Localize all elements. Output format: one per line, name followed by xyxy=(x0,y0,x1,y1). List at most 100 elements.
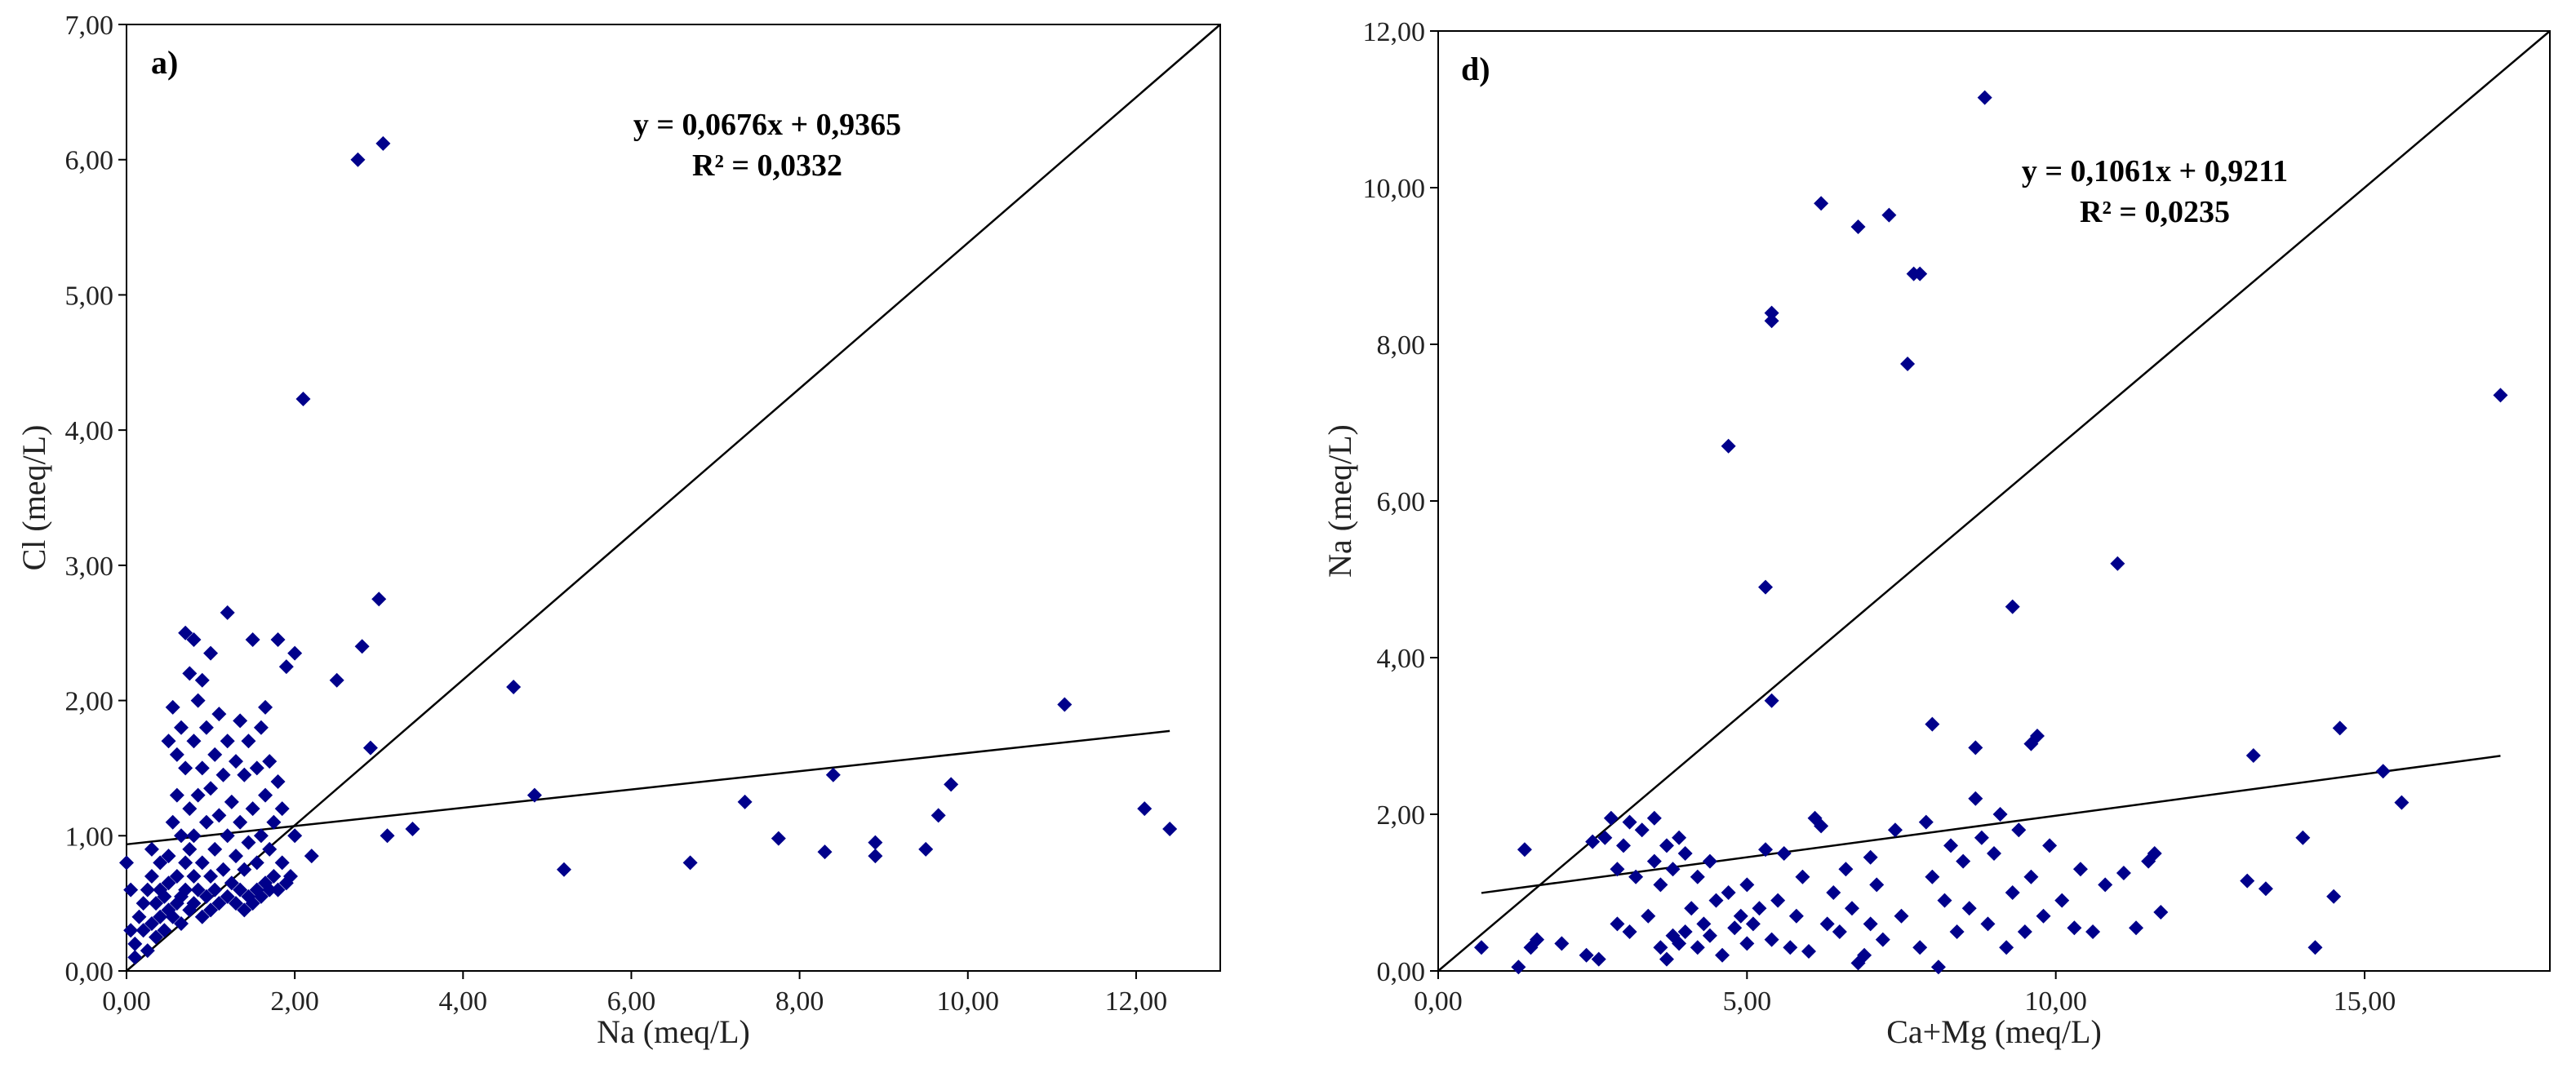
data-point xyxy=(1770,893,1786,908)
x-tick-label: 5,00 xyxy=(1723,986,1772,1017)
data-point xyxy=(1473,940,1489,955)
data-point xyxy=(203,869,219,884)
data-point xyxy=(270,632,286,647)
data-point xyxy=(2307,940,2323,955)
x-tick-label: 4,00 xyxy=(439,986,488,1017)
data-point xyxy=(2017,924,2032,939)
data-point xyxy=(1977,90,1992,105)
data-point xyxy=(1702,928,1717,943)
data-point xyxy=(174,720,189,735)
data-point xyxy=(2005,599,2020,614)
data-point xyxy=(2332,720,2347,736)
data-point xyxy=(1702,853,1717,869)
data-point xyxy=(229,849,243,864)
data-point xyxy=(2023,869,2039,884)
data-point xyxy=(262,841,278,857)
data-point xyxy=(1814,196,1829,211)
y-tick-label: 4,00 xyxy=(1377,644,1426,674)
data-point xyxy=(135,923,151,938)
data-point xyxy=(1783,940,1798,955)
data-point xyxy=(161,849,176,864)
data-point xyxy=(930,808,946,823)
data-point xyxy=(1974,830,1989,845)
data-point xyxy=(329,672,344,688)
data-point xyxy=(1745,916,1761,932)
data-point xyxy=(278,659,294,675)
data-point xyxy=(1992,807,2008,822)
y-axis-title: Na (meq/L) xyxy=(1321,424,1358,578)
x-tick-label: 6,00 xyxy=(607,986,656,1017)
data-point xyxy=(557,862,571,877)
data-point xyxy=(817,844,833,860)
data-point xyxy=(2394,795,2409,810)
regression-equation: y = 0,1061x + 0,9211 xyxy=(2022,154,2288,188)
data-point xyxy=(241,835,256,850)
data-point xyxy=(1925,716,1940,732)
data-point xyxy=(918,841,934,857)
data-point xyxy=(186,828,202,844)
x-axis-title: Ca+Mg (meq/L) xyxy=(1886,1013,2102,1050)
data-point xyxy=(287,828,303,844)
data-point xyxy=(1677,924,1693,939)
data-point xyxy=(1943,838,1959,853)
data-point xyxy=(131,909,147,924)
data-point xyxy=(182,841,198,857)
data-point xyxy=(123,882,139,898)
data-point xyxy=(266,814,282,830)
data-point xyxy=(1918,814,1934,830)
data-point xyxy=(245,896,260,911)
data-point xyxy=(1739,936,1755,951)
chart-panel-a: 0,00 2,00 4,00 6,00 8,00 10,00 12,00 0,00 1,00 2,… xyxy=(16,11,1221,1050)
data-point xyxy=(1850,219,1866,234)
data-point xyxy=(149,896,164,911)
data-point xyxy=(194,909,210,924)
data-point xyxy=(1912,940,1928,955)
data-point xyxy=(1162,822,1178,836)
data-point xyxy=(1894,908,1909,924)
data-point xyxy=(2153,905,2169,920)
data-point xyxy=(157,923,172,938)
trendline xyxy=(1481,755,2501,894)
data-point xyxy=(1684,901,1699,916)
data-point xyxy=(1814,818,1829,834)
data-point xyxy=(1764,313,1779,329)
data-point xyxy=(144,841,159,857)
y-tick-label: 7,00 xyxy=(65,11,114,41)
data-point xyxy=(1900,357,1916,371)
data-point xyxy=(1887,822,1903,838)
data-point xyxy=(220,605,235,620)
data-point xyxy=(1622,924,1637,939)
x-tick-label: 12,00 xyxy=(1105,986,1168,1017)
data-point xyxy=(2085,924,2101,939)
y-tick-label: 10,00 xyxy=(1363,174,1426,204)
data-point xyxy=(153,909,168,924)
data-point xyxy=(1610,916,1625,932)
data-point xyxy=(2098,877,2113,893)
data-point xyxy=(274,855,290,871)
data-point xyxy=(1764,305,1779,321)
y-tick-label: 12,00 xyxy=(1363,17,1426,47)
data-point xyxy=(229,896,243,911)
data-point xyxy=(207,841,223,857)
data-point xyxy=(182,801,198,817)
data-point xyxy=(127,936,143,951)
data-point xyxy=(2067,920,2082,936)
data-point xyxy=(237,767,252,782)
data-point xyxy=(153,855,168,871)
data-point xyxy=(526,787,542,803)
data-point xyxy=(1597,830,1613,845)
regression-equation: y = 0,0676x + 0,9365 xyxy=(633,108,901,142)
data-point xyxy=(2042,838,2058,853)
data-point xyxy=(1641,908,1656,924)
data-point xyxy=(1511,960,1526,975)
data-point xyxy=(1659,838,1674,853)
data-point xyxy=(241,734,256,749)
data-point xyxy=(1863,849,1878,865)
data-point xyxy=(249,855,264,871)
data-point xyxy=(229,754,243,769)
data-point xyxy=(224,794,239,809)
data-point xyxy=(506,680,522,694)
data-point xyxy=(190,693,206,708)
data-point xyxy=(262,882,278,898)
